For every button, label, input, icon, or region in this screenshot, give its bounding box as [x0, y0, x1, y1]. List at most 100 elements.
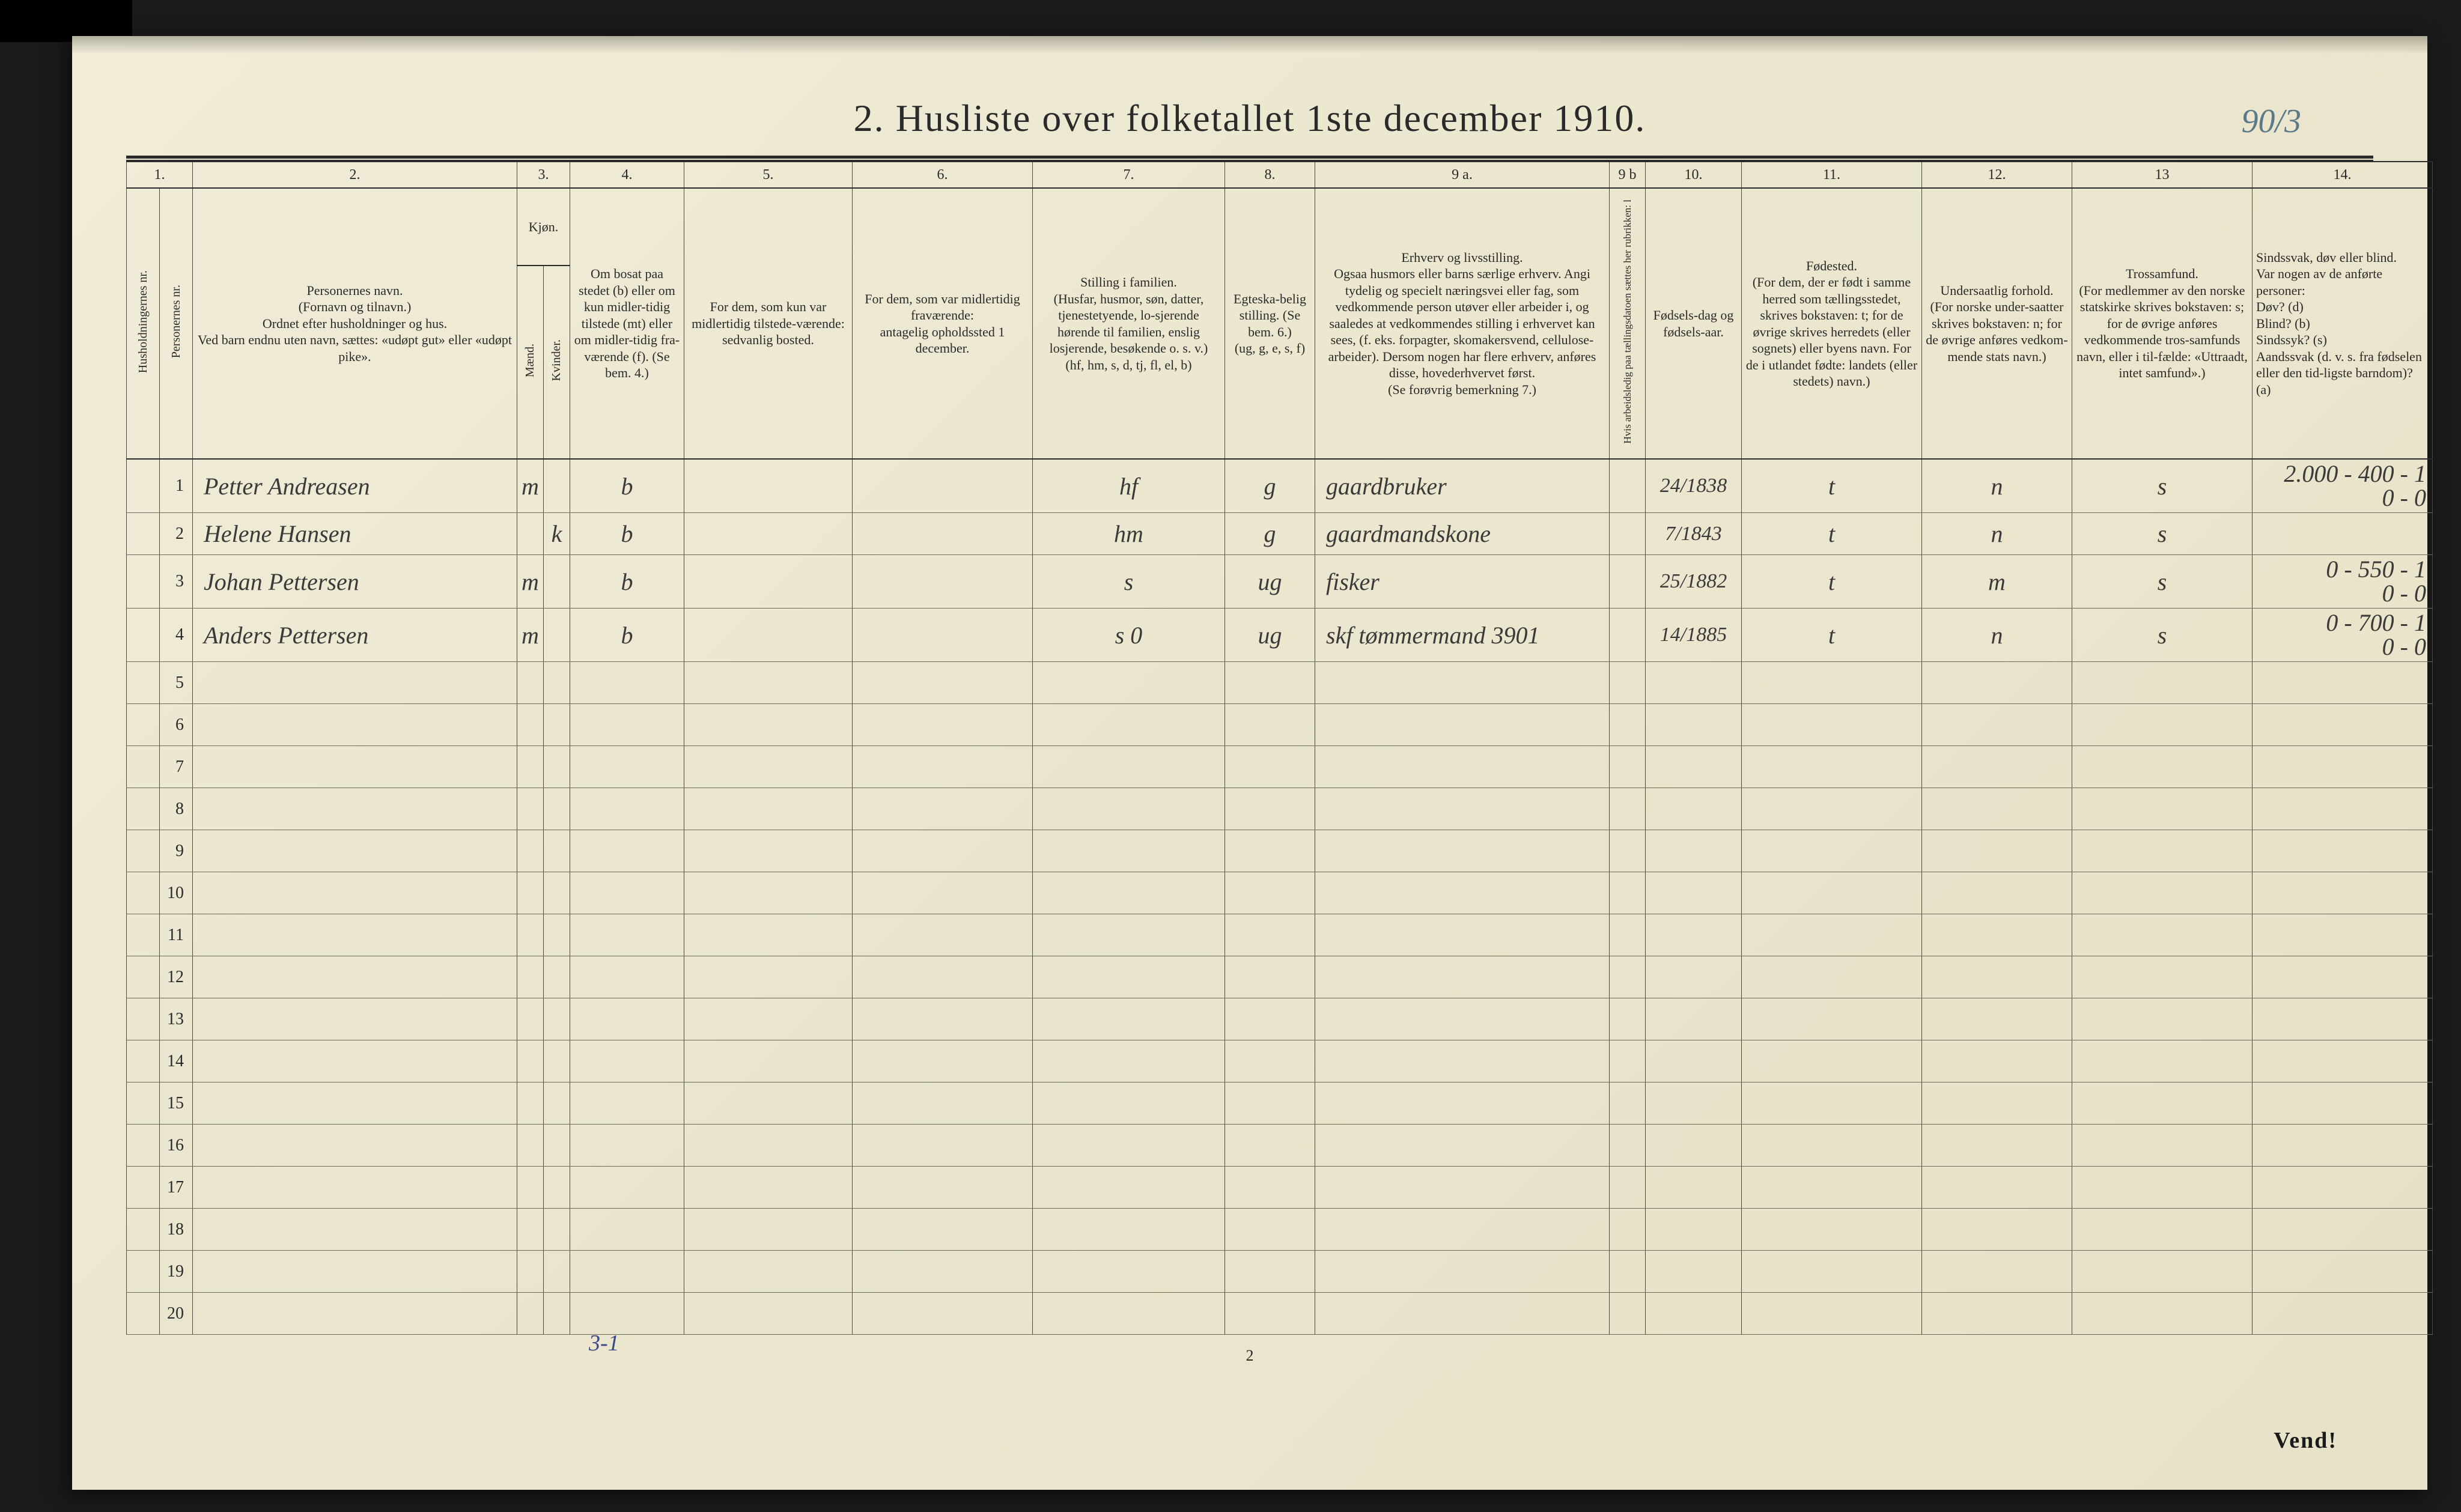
- colnum-11: 11.: [1742, 162, 1922, 188]
- cell-empty: [1315, 1125, 1610, 1167]
- colnum-14: 14.: [2253, 162, 2433, 188]
- table-row-empty: 5: [127, 662, 2433, 704]
- page-title: 2. Husliste over folketallet 1ste decemb…: [854, 97, 1646, 139]
- cell-household-nr: [127, 788, 160, 830]
- cell-person-nr: 12: [160, 956, 193, 998]
- cell-person-nr: 6: [160, 704, 193, 746]
- hdr-sex: Kjøn.: [517, 188, 570, 266]
- hdr-person-nr-text: Personernes nr.: [168, 279, 185, 364]
- cell-occupation: skf tømmermand 3901: [1315, 609, 1610, 662]
- cell-empty: [684, 662, 853, 704]
- cell-empty: [517, 872, 544, 914]
- hdr-disability: Sindssvak, døv eller blind. Var nogen av…: [2253, 188, 2433, 459]
- colnum-9b: 9 b: [1610, 162, 1646, 188]
- cell-empty: [1922, 788, 2072, 830]
- cell-empty: [2072, 914, 2253, 956]
- cell-empty: [517, 788, 544, 830]
- colnum-6: 6.: [853, 162, 1033, 188]
- cell-empty: [544, 788, 570, 830]
- cell-empty: [853, 830, 1033, 872]
- colnum-7: 7.: [1033, 162, 1225, 188]
- hdr-birthplace: Fødested. (For dem, der er født i samme …: [1742, 188, 1922, 459]
- cell-empty: [1646, 1251, 1742, 1293]
- cell-empty: [570, 1167, 684, 1209]
- cell-household-nr: [127, 1125, 160, 1167]
- hdr-name: Personernes navn. (Fornavn og tilnavn.) …: [193, 188, 517, 459]
- cell-household-nr: [127, 1040, 160, 1082]
- cell-empty: [1225, 704, 1315, 746]
- cell-empty: [1742, 914, 1922, 956]
- cell-margin-note: 0 - 700 - 1 0 - 0: [2253, 609, 2433, 662]
- cell-empty: [517, 956, 544, 998]
- cell-empty: [2253, 788, 2433, 830]
- cell-temp-present: [684, 609, 853, 662]
- table-row-empty: 9: [127, 830, 2433, 872]
- cell-temp-present: [684, 513, 853, 555]
- table-header: 1. 2. 3. 4. 5. 6. 7. 8. 9 a. 9 b 10. 11.…: [127, 162, 2433, 459]
- cell-household-nr: [127, 746, 160, 788]
- colnum-10: 10.: [1646, 162, 1742, 188]
- cell-empty: [1033, 662, 1225, 704]
- footer-page-number: 2: [126, 1335, 2373, 1365]
- cell-name: Petter Andreasen: [193, 459, 517, 513]
- hdr-9b-text: Hvis arbeidsledig paa tællingsdatoen sæt…: [1620, 193, 1635, 450]
- cell-empty: [2253, 746, 2433, 788]
- cell-empty: [1315, 662, 1610, 704]
- cell-empty: [1315, 872, 1610, 914]
- table-row-empty: 18: [127, 1209, 2433, 1251]
- cell-empty: [1646, 1125, 1742, 1167]
- cell-family-position: s: [1033, 555, 1225, 609]
- cell-household-nr: [127, 1209, 160, 1251]
- cell-household-nr: [127, 956, 160, 998]
- cell-household-nr: [127, 609, 160, 662]
- cell-empty: [570, 998, 684, 1040]
- cell-empty: [2253, 1209, 2433, 1251]
- cell-person-nr: 13: [160, 998, 193, 1040]
- table-row: 3Johan Pettersenmbsugfisker25/1882tms0 -…: [127, 555, 2433, 609]
- cell-occupation: gaardmandskone: [1315, 513, 1610, 555]
- cell-empty: [1922, 1082, 2072, 1125]
- table-row-empty: 10: [127, 872, 2433, 914]
- cell-empty: [1225, 872, 1315, 914]
- cell-household-nr: [127, 513, 160, 555]
- cell-empty: [1315, 1209, 1610, 1251]
- census-page: 2. Husliste over folketallet 1ste decemb…: [72, 36, 2427, 1490]
- cell-empty: [544, 1293, 570, 1335]
- cell-empty: [2253, 662, 2433, 704]
- cell-nationality: n: [1922, 459, 2072, 513]
- cell-empty: [1610, 662, 1646, 704]
- cell-household-nr: [127, 830, 160, 872]
- cell-empty: [1033, 788, 1225, 830]
- cell-empty: [1610, 1209, 1646, 1251]
- cell-household-nr: [127, 872, 160, 914]
- cell-person-nr: 11: [160, 914, 193, 956]
- cell-empty: [193, 830, 517, 872]
- cell-empty: [1225, 1082, 1315, 1125]
- census-table: 1. 2. 3. 4. 5. 6. 7. 8. 9 a. 9 b 10. 11.…: [126, 161, 2433, 1335]
- cell-empty: [570, 746, 684, 788]
- cell-empty: [1742, 1040, 1922, 1082]
- cell-empty: [1225, 746, 1315, 788]
- cell-empty: [2253, 1293, 2433, 1335]
- table-row-empty: 17: [127, 1167, 2433, 1209]
- cell-marital: g: [1225, 513, 1315, 555]
- cell-empty: [1742, 704, 1922, 746]
- cell-nationality: m: [1922, 555, 2072, 609]
- cell-empty: [1610, 704, 1646, 746]
- cell-empty: [517, 704, 544, 746]
- hdr-marital: Egteska-belig stilling. (Se bem. 6.) (ug…: [1225, 188, 1315, 459]
- cell-temp-present: [684, 555, 853, 609]
- cell-religion: s: [2072, 555, 2253, 609]
- cell-empty: [544, 998, 570, 1040]
- cell-birthdate: 24/1838: [1646, 459, 1742, 513]
- cell-empty: [1742, 956, 1922, 998]
- cell-empty: [517, 1251, 544, 1293]
- cell-empty: [517, 830, 544, 872]
- cell-sex-m: m: [517, 459, 544, 513]
- hdr-birthdate: Fødsels-dag og fødsels-aar.: [1646, 188, 1742, 459]
- cell-sex-m: m: [517, 609, 544, 662]
- cell-empty: [1742, 1167, 1922, 1209]
- cell-empty: [193, 788, 517, 830]
- cell-empty: [517, 662, 544, 704]
- hdr-sex-m: Mænd.: [517, 266, 544, 459]
